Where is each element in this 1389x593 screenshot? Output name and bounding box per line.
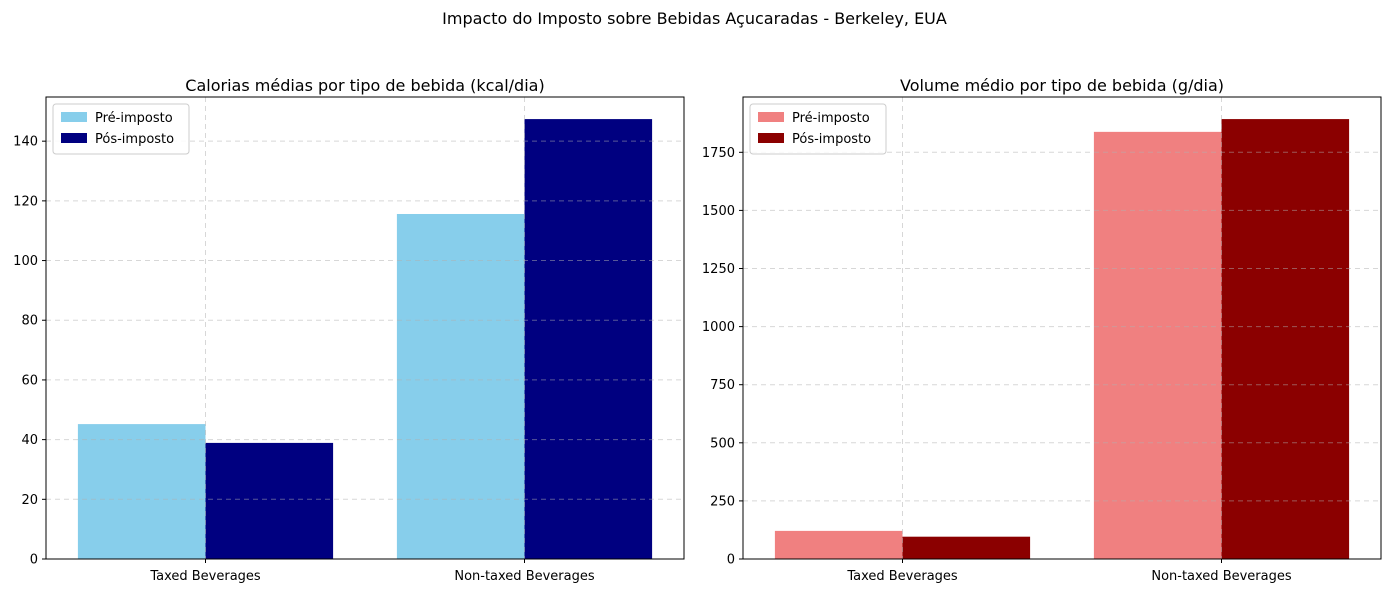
calories-legend-swatch-1 [61,133,87,143]
calories-ytick-label-3: 60 [21,373,38,388]
volume-ytick-label-6: 1500 [702,204,735,219]
volume-chart: Volume médio por tipo de bebida (g/dia) 0… [702,76,1382,584]
calories-bar-pre-0 [77,424,206,559]
calories-xtick-label-0: Taxed Beverages [149,569,261,584]
figure-suptitle: Impacto do Imposto sobre Bebidas Açucara… [442,9,947,28]
calories-bar-post-0 [205,442,334,559]
calories-ytick-label-7: 140 [13,135,38,150]
calories-ytick-label-2: 40 [21,433,38,448]
calories-axes-frame [45,96,685,560]
volume-legend-swatch-1 [758,133,784,143]
calories-bar-pre-1 [396,213,525,559]
calories-legend-swatch-0 [61,112,87,122]
calories-legend-label-0: Pré-imposto [95,111,173,126]
volume-ytick-label-5: 1250 [702,262,735,277]
volume-xtick-label-0: Taxed Beverages [846,569,958,584]
calories-chart: Calorias médias por tipo de bebida (kcal… [13,76,685,584]
volume-xtick-label-1: Non-taxed Beverages [1151,569,1292,584]
calories-ytick-label-6: 120 [13,194,38,209]
volume-ytick-label-2: 500 [710,436,735,451]
volume-ytick-label-0: 0 [727,553,735,568]
calories-ytick-label-0: 0 [30,553,38,568]
volume-ytick-label-3: 750 [710,378,735,393]
calories-ytick-label-5: 100 [13,254,38,269]
calories-ytick-label-1: 20 [21,493,38,508]
calories-bar-post-1 [524,119,653,560]
volume-legend-label-1: Pós-imposto [792,132,871,147]
calories-chart-title: Calorias médias por tipo de bebida (kcal… [185,76,544,95]
volume-bar-post-0 [902,536,1031,559]
volume-ytick-label-7: 1750 [702,146,735,161]
calories-xtick-label-1: Non-taxed Beverages [454,569,595,584]
calories-ytick-label-4: 80 [21,314,38,329]
volume-bar-pre-0 [774,530,903,559]
volume-legend-label-0: Pré-imposto [792,111,870,126]
volume-axes-frame [742,96,1382,560]
volume-ytick-label-1: 250 [710,494,735,509]
volume-legend-swatch-0 [758,112,784,122]
volume-bar-pre-1 [1093,131,1222,559]
volume-bar-post-1 [1221,119,1350,560]
calories-legend-label-1: Pós-imposto [95,132,174,147]
volume-ytick-label-4: 1000 [702,320,735,335]
volume-chart-title: Volume médio por tipo de bebida (g/dia) [900,76,1224,95]
